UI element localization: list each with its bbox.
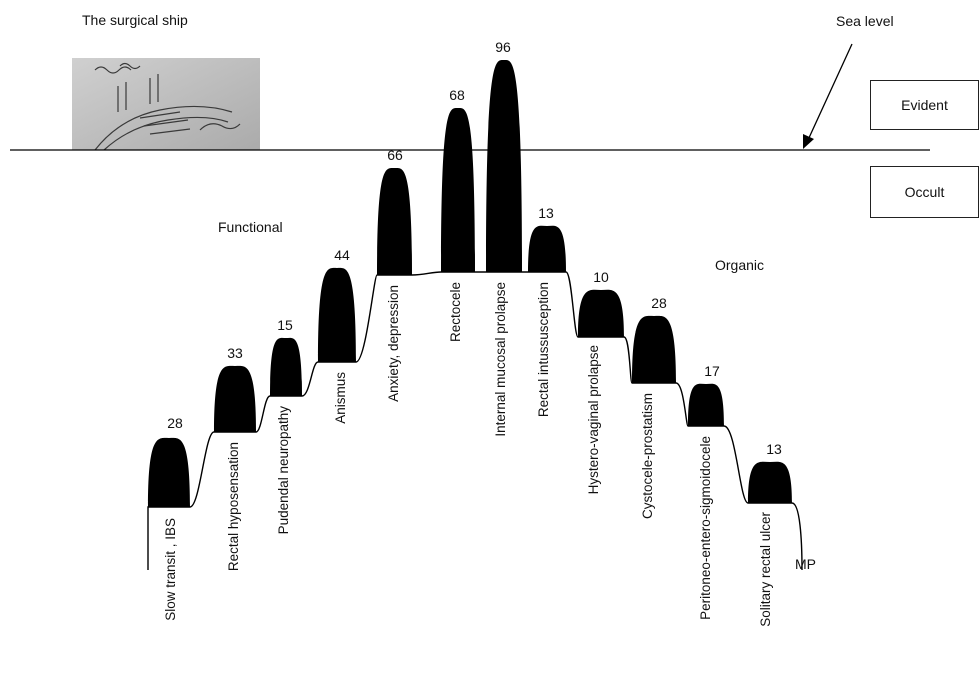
peak-value: 68	[449, 87, 465, 103]
peak-value: 15	[277, 317, 293, 333]
peak-shape	[486, 59, 522, 272]
peak-value: 33	[227, 345, 243, 361]
peak-label: Anxiety, depression	[386, 285, 401, 402]
peak-label: Hystero-vaginal prolapse	[586, 345, 601, 494]
peak-shape	[578, 289, 624, 337]
peak-shape	[688, 383, 724, 426]
peak-shape	[270, 337, 302, 396]
peak-shape	[528, 225, 566, 272]
peak-value: 13	[766, 441, 782, 457]
peak-shape	[148, 437, 190, 507]
peak-shape	[632, 315, 676, 383]
peak-values: 28 33 15 44 66 68 96 13 10 28 17 13	[167, 39, 782, 457]
ship-caption: The surgical ship	[82, 12, 188, 28]
peak-label: Slow transit , IBS	[163, 518, 178, 621]
mp-label: MP	[795, 556, 816, 572]
peak-labels: Slow transit , IBS Rectal hyposensation Pu…	[163, 282, 773, 627]
functional-label: Functional	[218, 219, 283, 235]
peak-value: 28	[167, 415, 183, 431]
peak-label: Rectal hyposensation	[226, 442, 241, 571]
peak-label: Rectocele	[448, 282, 463, 342]
peak-label: Cystocele-prostatism	[640, 393, 655, 519]
sea-level-label: Sea level	[836, 13, 894, 29]
peak-label: Solitary rectal ulcer	[758, 512, 773, 627]
peak-value: 28	[651, 295, 667, 311]
peak-label: Peritoneo-entero-sigmoidocele	[698, 436, 713, 620]
occult-box: Occult	[870, 166, 979, 218]
peak-shape	[318, 267, 356, 362]
baseline-outline	[147, 271, 803, 571]
peak-value: 44	[334, 247, 350, 263]
ship-image	[72, 58, 260, 151]
peak-label: Anismus	[333, 372, 348, 424]
peak-label: Pudendal neuropathy	[276, 406, 291, 535]
sea-level-arrow	[803, 43, 853, 149]
peak-shape	[748, 461, 792, 503]
peak-value: 96	[495, 39, 511, 55]
peaks-silhouette	[148, 59, 792, 507]
peak-label: Internal mucosal prolapse	[493, 282, 508, 437]
peak-value: 17	[704, 363, 720, 379]
peak-value: 10	[593, 269, 609, 285]
peak-shape	[214, 365, 256, 432]
peak-shape	[377, 167, 412, 275]
peak-value: 66	[387, 147, 403, 163]
peak-label: Rectal intussusception	[536, 282, 551, 417]
organic-label: Organic	[715, 257, 765, 273]
peak-value: 13	[538, 205, 554, 221]
evident-box: Evident	[870, 80, 979, 130]
peak-shape	[441, 107, 475, 272]
